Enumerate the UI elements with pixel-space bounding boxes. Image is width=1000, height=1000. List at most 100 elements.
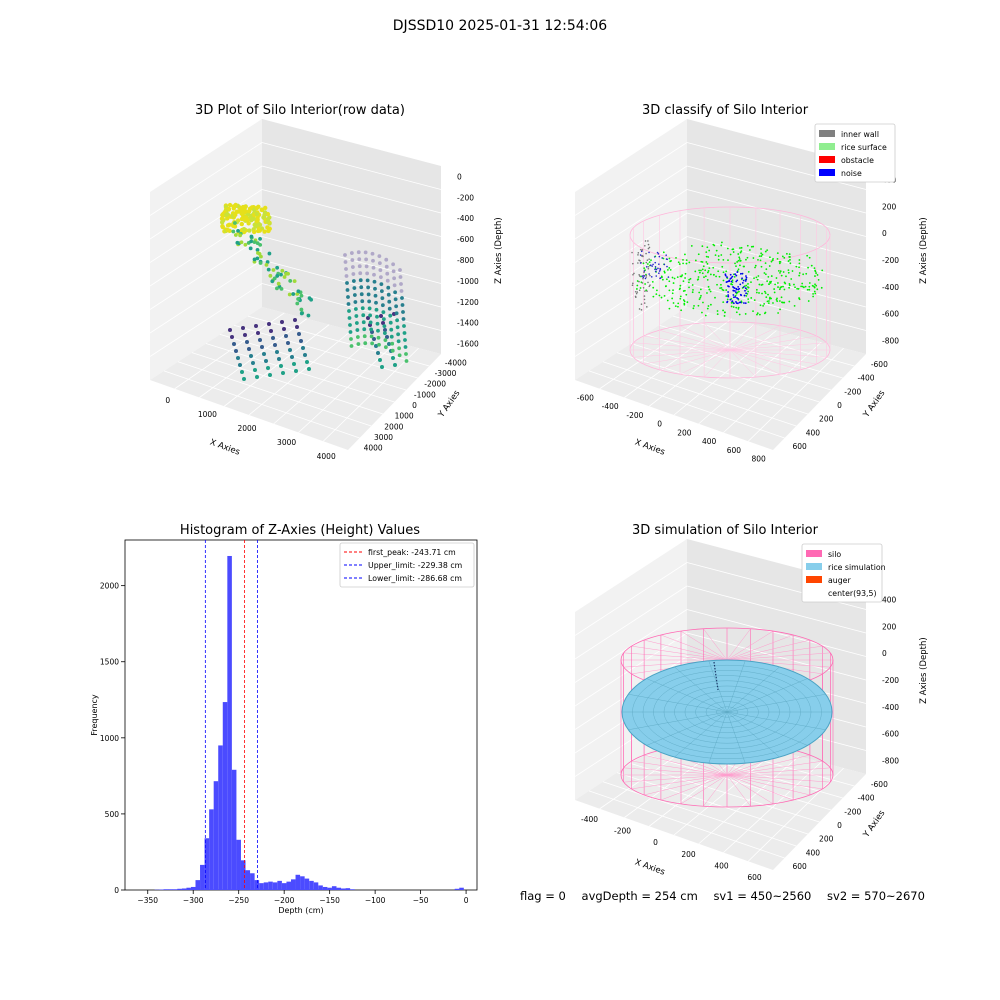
rice-surface-point [644, 283, 646, 285]
scatter-point [348, 323, 352, 327]
surface-mesh [726, 711, 808, 746]
grid-line [261, 142, 442, 190]
scatter-point [262, 352, 266, 356]
rice-surface-point [788, 253, 791, 255]
rice-surface-point [813, 267, 816, 270]
inner-wall-point [648, 285, 651, 288]
scatter-point [374, 307, 379, 312]
grid-line [149, 236, 263, 310]
rice-surface-point [798, 266, 801, 269]
rice-surface-point [776, 252, 779, 254]
histogram-bar [277, 880, 282, 890]
rice-surface-point [642, 262, 645, 265]
scatter-point [381, 310, 386, 315]
footer-stats: flag = 0 avgDepth = 254 cm sv1 = 450~256… [520, 889, 937, 903]
grid-line [247, 315, 430, 367]
rice-surface-point [798, 272, 801, 274]
silo-wire-spoke [644, 754, 728, 776]
rice-surface-point [779, 271, 781, 274]
scatter-point [254, 211, 259, 217]
histogram-bar [268, 881, 273, 890]
rice-surface-point [758, 255, 761, 258]
rice-surface-point [755, 276, 758, 279]
scatter-point [396, 332, 401, 337]
scatter-point [275, 350, 279, 354]
x-tick-label: 600 [747, 873, 762, 882]
rice-surface-point [738, 258, 741, 260]
rice-surface-point [802, 273, 805, 276]
scatter-point [372, 272, 376, 277]
noise-point [641, 275, 644, 277]
scatter-point [343, 253, 347, 257]
rice-surface-point [775, 277, 778, 279]
silo-wire-spoke [631, 645, 728, 661]
rice-surface-point [800, 285, 803, 288]
rice-surface-point [697, 304, 700, 307]
panel1-axes-box [149, 119, 442, 450]
inner-wall-point [645, 274, 648, 277]
scatter-point [352, 293, 357, 297]
z-tick-label: 400 [882, 595, 897, 604]
rice-surface-point [821, 269, 824, 272]
rice-surface-point [737, 259, 740, 262]
scatter-point [253, 224, 258, 229]
y-tick-label: 1000 [100, 734, 119, 743]
rice-surface-point [738, 313, 741, 316]
rice-surface-point [698, 271, 701, 274]
rice-surface-point [679, 275, 682, 278]
silo-wire-spoke [726, 639, 810, 661]
rice-surface-point [764, 273, 767, 276]
rice-surface-point [672, 282, 675, 284]
rice-surface-point [764, 292, 767, 295]
rice-surface-point [776, 297, 778, 300]
rice-surface-point [813, 290, 816, 293]
scatter-point [380, 303, 385, 308]
legend-label: first_peak: -243.71 cm [368, 548, 456, 557]
noise-point [734, 273, 737, 276]
x-tick-label: 4000 [317, 452, 336, 461]
noise-point [731, 275, 734, 278]
inner-wall-point [641, 254, 643, 257]
z-tick-label: -600 [882, 730, 899, 739]
inner-wall-point [644, 240, 647, 242]
scatter-point [377, 261, 382, 266]
rice-surface-point [752, 310, 754, 313]
rice-surface-point [760, 252, 763, 255]
rice-surface-point [677, 305, 679, 308]
rice-surface-point [764, 262, 767, 264]
rice-surface-point [756, 278, 759, 281]
silo-wire-spoke [659, 329, 731, 351]
scatter-point [394, 311, 399, 316]
inner-wall-point [638, 275, 641, 277]
rice-surface-point [726, 247, 729, 250]
noise-point [735, 301, 737, 303]
grid-line [261, 283, 442, 331]
scatter-point [385, 278, 390, 283]
rice-surface-point [791, 270, 794, 272]
noise-point [740, 294, 743, 297]
rice-surface-point [808, 282, 811, 284]
rice-surface-point [780, 274, 783, 277]
scatter-point [360, 299, 365, 304]
rice-surface-point [668, 289, 671, 292]
rice-surface-point [810, 264, 813, 267]
x-tick-label: −250 [228, 896, 249, 905]
scatter-point [230, 335, 234, 339]
x-tick-label: -400 [581, 815, 598, 824]
rice-surface-point [747, 290, 750, 293]
rice-surface-point [788, 282, 791, 285]
inner-wall-point [647, 240, 649, 242]
rice-surface-point [807, 300, 810, 302]
y-tick-label: 2000 [100, 582, 119, 591]
rice-surface-point [704, 275, 707, 278]
histogram-bar [322, 886, 328, 890]
rice-surface-point [691, 291, 694, 294]
scatter-point [296, 289, 301, 294]
rice-surface-point [753, 277, 755, 280]
silo-wire-spoke [729, 342, 827, 351]
rice-surface-point [674, 305, 677, 308]
inner-wall-point [638, 289, 641, 292]
inner-wall-point [638, 259, 640, 261]
rice-surface-point [706, 271, 709, 274]
noise-point [661, 257, 663, 259]
